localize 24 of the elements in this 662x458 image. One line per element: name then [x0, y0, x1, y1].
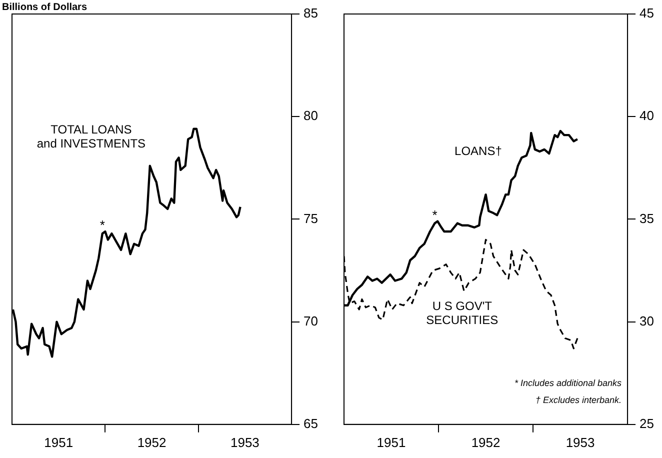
- annotation: * Includes additional banks: [514, 378, 622, 388]
- y-tick-label: 75: [304, 210, 318, 226]
- y-axis-title: Billions of Dollars: [2, 2, 88, 13]
- y-tick-label: 25: [640, 416, 654, 431]
- series-label: U S GOV'T SECURITIES: [426, 298, 498, 327]
- y-tick-label: 65: [304, 416, 318, 431]
- y-tick-label: 85: [304, 6, 318, 21]
- x-tick-label: 1951: [44, 434, 74, 450]
- y-tick-label: 35: [640, 210, 654, 226]
- annotation: *: [432, 207, 438, 222]
- y-tick-label: 70: [304, 313, 318, 328]
- x-tick-label: 1952: [137, 434, 166, 450]
- series-label: TOTAL LOANS and INVESTMENTS: [36, 122, 146, 150]
- x-tick-label: 1953: [566, 434, 595, 450]
- y-tick-label: 80: [304, 108, 318, 124]
- x-tick-label: 1953: [230, 434, 260, 450]
- y-tick-label: 45: [640, 6, 654, 21]
- annotation: † Excludes interbank.: [535, 394, 622, 405]
- y-tick-label: 30: [640, 313, 654, 328]
- y-tick-label: 40: [640, 108, 654, 124]
- annotation: *: [100, 218, 105, 233]
- x-tick-label: 1951: [376, 434, 406, 450]
- series-label: LOANS†: [454, 144, 502, 158]
- x-tick-label: 1952: [471, 434, 500, 450]
